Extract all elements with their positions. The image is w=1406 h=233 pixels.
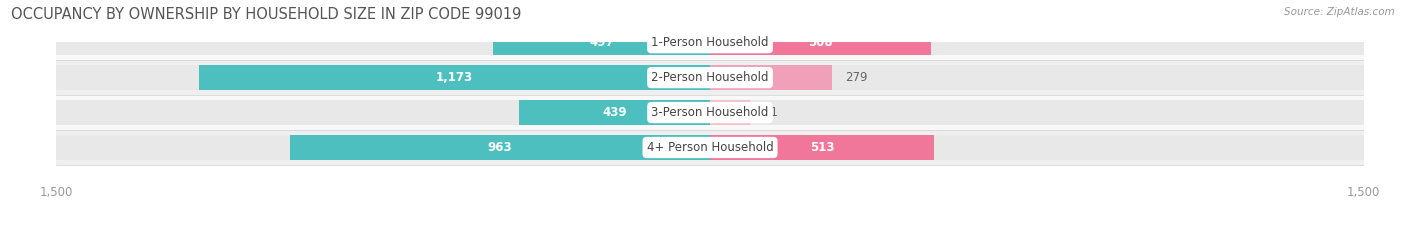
Bar (710, 65, 831, 90)
Text: OCCUPANCY BY OWNERSHIP BY HOUSEHOLD SIZE IN ZIP CODE 99019: OCCUPANCY BY OWNERSHIP BY HOUSEHOLD SIZE… (11, 7, 522, 22)
Text: 1-Person Household: 1-Person Household (651, 36, 769, 49)
Bar (56, 30, 1364, 55)
Text: 508: 508 (808, 36, 832, 49)
Bar (198, 65, 710, 90)
Bar (710, 100, 749, 125)
Bar (494, 30, 710, 55)
Text: 963: 963 (488, 141, 512, 154)
Bar (56, 130, 1364, 165)
Bar (56, 135, 1364, 160)
Text: 513: 513 (810, 141, 834, 154)
Text: 3-Person Household: 3-Person Household (651, 106, 769, 119)
Text: 279: 279 (845, 71, 868, 84)
Text: 497: 497 (589, 36, 614, 49)
Bar (710, 30, 931, 55)
Text: 4+ Person Household: 4+ Person Household (647, 141, 773, 154)
Bar (519, 100, 710, 125)
Bar (290, 135, 710, 160)
Bar (56, 60, 1364, 95)
Bar (56, 100, 1364, 125)
Text: 2-Person Household: 2-Person Household (651, 71, 769, 84)
Bar (56, 95, 1364, 130)
Text: 439: 439 (602, 106, 627, 119)
Bar (56, 25, 1364, 60)
Text: 1,173: 1,173 (436, 71, 472, 84)
Bar (710, 135, 934, 160)
Text: 91: 91 (763, 106, 778, 119)
Bar (56, 65, 1364, 90)
Text: Source: ZipAtlas.com: Source: ZipAtlas.com (1284, 7, 1395, 17)
